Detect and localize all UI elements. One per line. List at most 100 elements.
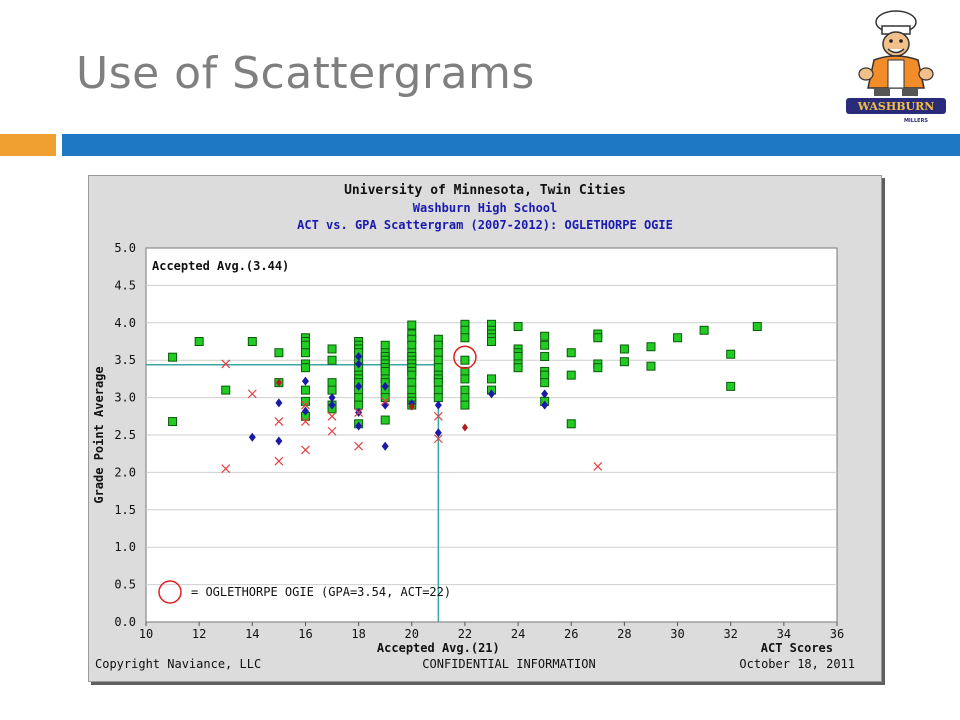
data-point-square [487, 374, 496, 384]
data-point-square [380, 340, 390, 350]
data-point-square [380, 366, 390, 376]
data-point-square [300, 396, 310, 406]
data-point-cross [221, 359, 231, 369]
data-point-diamond [355, 359, 363, 369]
data-point-square [540, 370, 550, 380]
data-point-square [460, 400, 470, 410]
data-point-square [327, 355, 337, 365]
svg-text:MILLERS: MILLERS [904, 118, 928, 124]
y-tick-label: 4.5 [114, 278, 136, 292]
data-point-cross [301, 400, 310, 410]
x-tick-label: 32 [723, 627, 737, 641]
y-tick-label: 3.5 [114, 353, 136, 367]
y-tick-label: 0.5 [114, 578, 136, 592]
data-point-diamond [275, 436, 283, 446]
student-legend-label: = OGLETHORPE OGIE (GPA=3.54, ACT=22) [191, 585, 451, 599]
data-point-diamond [541, 400, 549, 410]
data-point-square [540, 340, 550, 350]
x-axis-label: ACT Scores [761, 641, 833, 655]
data-point-diamond [301, 406, 309, 416]
scattergram-chart: University of Minnesota, Twin Cities Wash… [92, 183, 855, 671]
y-tick-label: 2.5 [114, 428, 136, 442]
data-point-square [433, 393, 443, 403]
data-point-cross [433, 434, 443, 444]
svg-text:WASHBURN: WASHBURN [857, 100, 935, 113]
student-marker [453, 345, 477, 369]
data-point-diamond [434, 428, 442, 438]
chart-subtitle-2: ACT vs. GPA Scattergram (2007-2012): OGL… [297, 218, 673, 232]
data-point-square [407, 385, 417, 395]
y-tick-label: 5.0 [114, 241, 136, 255]
accepted-avg-gpa-label: Accepted Avg.(3.44) [152, 259, 289, 273]
data-point-square [619, 344, 629, 354]
data-point-square [513, 363, 523, 373]
data-point-square [619, 357, 629, 367]
x-tick-label: 28 [617, 627, 631, 641]
data-point-cross [274, 417, 284, 426]
data-point-square [407, 320, 417, 330]
x-tick-label: 10 [139, 627, 153, 641]
data-point-square [513, 322, 523, 332]
data-point-square [460, 355, 470, 365]
data-point-cross [433, 411, 443, 421]
data-point-square [433, 378, 443, 388]
data-point-diamond [355, 381, 363, 391]
y-tick-label: 1.5 [114, 503, 136, 517]
x-tick-label: 22 [458, 627, 472, 641]
data-point-square [354, 393, 364, 403]
slide-title: Use of Scattergrams [76, 48, 535, 99]
data-point-square [566, 419, 576, 429]
data-point-square [327, 344, 337, 354]
footer-date: October 18, 2011 [739, 657, 855, 671]
data-point-square [407, 378, 417, 388]
y-tick-label: 4.0 [114, 316, 136, 330]
washburn-millers-logo: WASHBURN MILLERS [846, 10, 946, 124]
data-point-square [221, 385, 231, 395]
data-point-square [593, 363, 603, 373]
x-tick-label: 24 [511, 627, 525, 641]
data-point-square [540, 331, 550, 341]
data-point-cross [380, 396, 390, 406]
accent-bar-orange [0, 134, 56, 156]
footer-copyright: Copyright Naviance, LLC [95, 657, 261, 671]
data-point-diamond [275, 398, 283, 408]
chart-subtitle: Washburn High School [413, 201, 558, 215]
data-point-square [380, 415, 390, 425]
data-point-square [194, 337, 204, 346]
accent-bar-blue [62, 134, 960, 156]
data-point-square [699, 325, 709, 335]
data-point-square [460, 374, 470, 384]
x-tick-label: 16 [298, 627, 312, 641]
y-tick-label: 1.0 [114, 540, 136, 554]
data-point-diamond [355, 351, 363, 361]
data-point-square [566, 348, 576, 358]
y-tick-label: 3.0 [114, 391, 136, 405]
data-point-cross [274, 456, 284, 466]
data-point-diamond [381, 441, 389, 451]
data-point-square [460, 393, 470, 403]
data-point-square [646, 342, 656, 352]
x-tick-label: 30 [670, 627, 684, 641]
data-point-square [327, 385, 337, 395]
data-point-diamond [381, 381, 389, 391]
y-tick-label: 0.0 [114, 615, 136, 629]
data-point-square [433, 355, 443, 365]
data-point-square [247, 337, 257, 346]
student-legend-marker [158, 580, 182, 604]
data-point-square [354, 400, 364, 410]
x-tick-label: 26 [564, 627, 578, 641]
data-point-cross [221, 464, 231, 474]
data-point-square [300, 348, 310, 358]
data-point-small-diamond [275, 378, 282, 387]
data-point-square [433, 363, 443, 373]
data-point-square [593, 333, 603, 343]
data-point-cross [301, 417, 310, 426]
x-tick-label: 34 [777, 627, 791, 641]
data-point-diamond [541, 389, 549, 399]
data-point-square [513, 351, 523, 361]
data-point-small-diamond [408, 402, 415, 411]
accepted-avg-act-label: Accepted Avg.(21) [377, 641, 500, 655]
data-point-square [540, 351, 550, 361]
data-point-small-diamond [461, 423, 468, 432]
data-point-square [300, 340, 310, 350]
